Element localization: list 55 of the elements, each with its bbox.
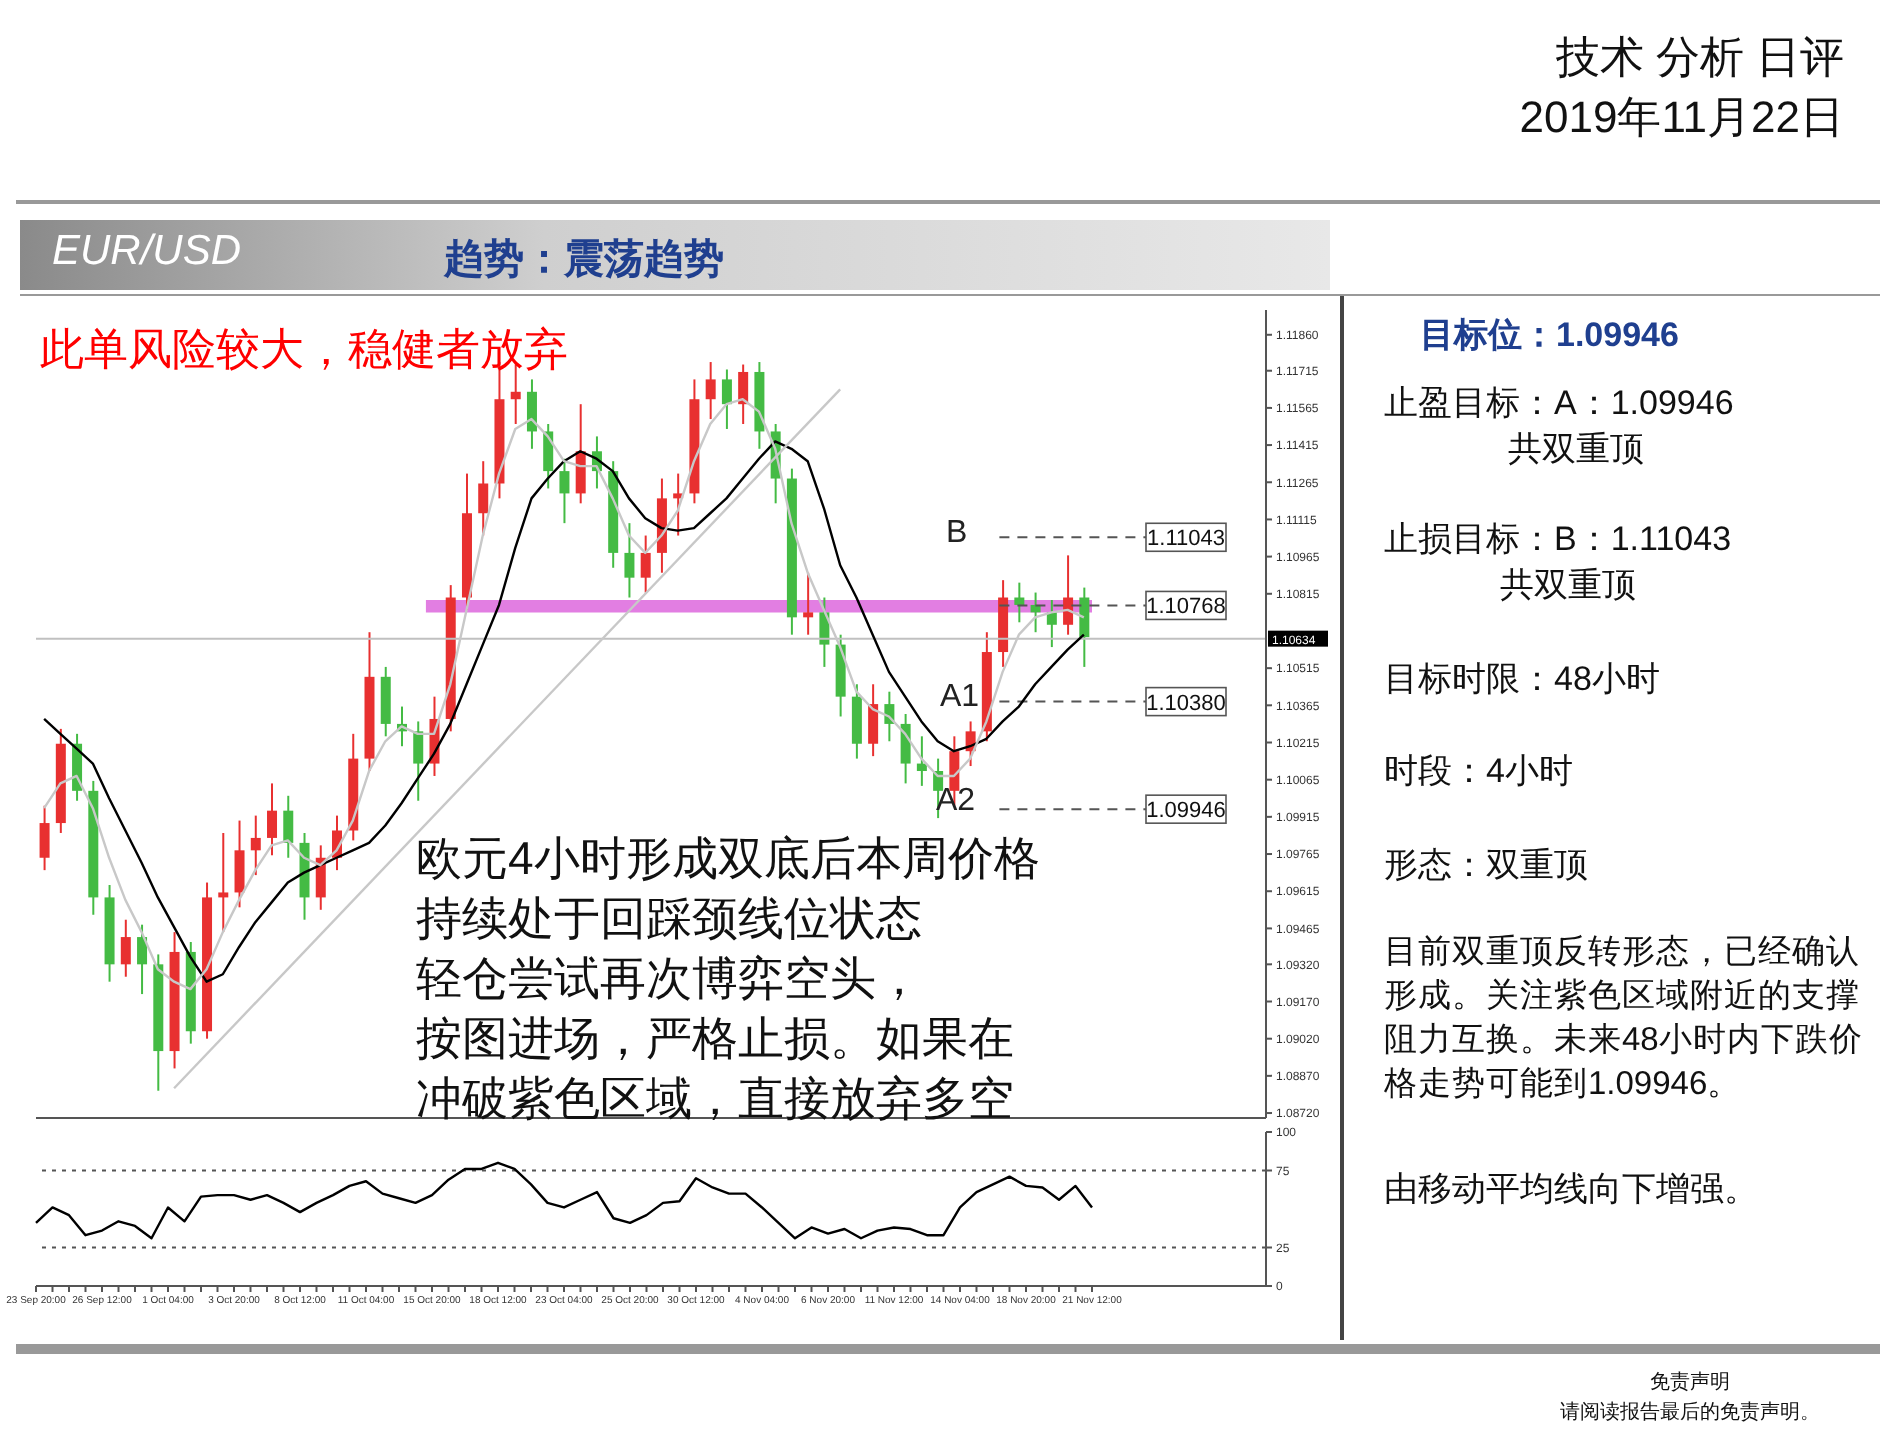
candlestick — [380, 665, 391, 738]
text: 形态：双重顶 — [1384, 844, 1588, 888]
candlestick — [543, 423, 554, 490]
candlestick — [721, 368, 732, 430]
candlestick — [868, 683, 879, 758]
text: 免责声明 — [1648, 1369, 1732, 1396]
annotation: 冲破紫色区域，直接放弃多空 — [416, 1070, 1014, 1128]
text: 止盈目标：A：1.09946 — [1384, 382, 1734, 426]
candlestick — [640, 534, 651, 594]
ref-line-label: 1.09946 — [1146, 799, 1226, 824]
candlestick — [803, 571, 814, 636]
ref-line-label: 1.10768 — [1146, 595, 1226, 620]
candlestick — [738, 363, 749, 426]
text: 请阅读报告最后的免责声明。 — [1558, 1399, 1822, 1426]
annotation: B — [946, 516, 968, 552]
text: 目标时限：48小时 — [1384, 658, 1660, 702]
line-series — [34, 1161, 1094, 1240]
annotation: 轻仓尝试再次博弈空头， — [416, 950, 922, 1008]
text: 止损目标：B：1.11043 — [1384, 518, 1732, 562]
text: 2019年11月22日 — [1519, 90, 1844, 146]
candlestick — [1046, 598, 1057, 649]
text: 技术 分析 日评 — [1555, 30, 1844, 86]
text: 目标位：1.09946 — [1420, 314, 1679, 358]
ref-line-label: 1.10380 — [1146, 691, 1226, 716]
text: 共双重顶 — [1500, 564, 1636, 608]
candlestick — [120, 918, 131, 978]
annotation: 此单风险较大，稳健者放弃 — [40, 322, 568, 378]
candlestick — [267, 782, 278, 857]
candlestick — [283, 794, 294, 859]
candlestick — [559, 457, 570, 525]
candlestick — [1079, 586, 1090, 668]
text: 目前双重顶反转形态，已经确认形成。关注紫色区域附近的支撑阻力互换。未来48小时内下跌价格走势可能到1.09946。 — [1384, 932, 1865, 1106]
text: 由移动平均线向下增强。 — [1384, 1168, 1758, 1212]
ref-line-label: 1.11043 — [1147, 527, 1225, 552]
candlestick — [900, 713, 911, 785]
candlestick — [234, 819, 245, 909]
candlestick — [705, 361, 716, 421]
text: 趋势：震荡趋势 — [444, 236, 724, 286]
text: 共双重顶 — [1508, 428, 1644, 472]
candlestick — [137, 923, 148, 996]
annotation: 按图进场，严格止损。如果在 — [416, 1010, 1014, 1068]
text: EUR/USD — [52, 228, 242, 276]
annotation: A1 — [940, 680, 980, 716]
candlestick — [916, 735, 927, 787]
candlestick — [526, 378, 537, 450]
candlestick — [624, 522, 635, 599]
annotation: 持续处于回踩颈线位状态 — [416, 890, 922, 948]
candlestick — [39, 804, 50, 872]
annotation: 欧元4小时形成双底后本周价格 — [416, 830, 1040, 888]
candlestick — [413, 720, 424, 802]
text: 时段：4小时 — [1384, 750, 1573, 794]
candlestick — [250, 814, 261, 877]
candlestick — [478, 460, 489, 537]
candlestick — [218, 831, 229, 934]
candlestick — [851, 683, 862, 760]
